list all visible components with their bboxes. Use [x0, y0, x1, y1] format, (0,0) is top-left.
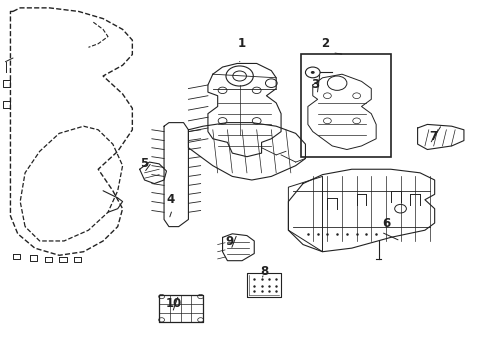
Bar	[300, 54, 390, 157]
Text: 4: 4	[166, 193, 174, 206]
Circle shape	[310, 71, 314, 74]
Text: 6: 6	[381, 216, 389, 230]
Text: 9: 9	[225, 235, 234, 248]
Text: 1: 1	[238, 37, 245, 50]
Text: 7: 7	[429, 130, 437, 144]
Text: 10: 10	[165, 297, 182, 310]
Text: 3: 3	[310, 78, 319, 91]
Text: 5: 5	[140, 157, 148, 170]
Text: 8: 8	[259, 265, 267, 278]
Text: 2: 2	[320, 37, 328, 50]
